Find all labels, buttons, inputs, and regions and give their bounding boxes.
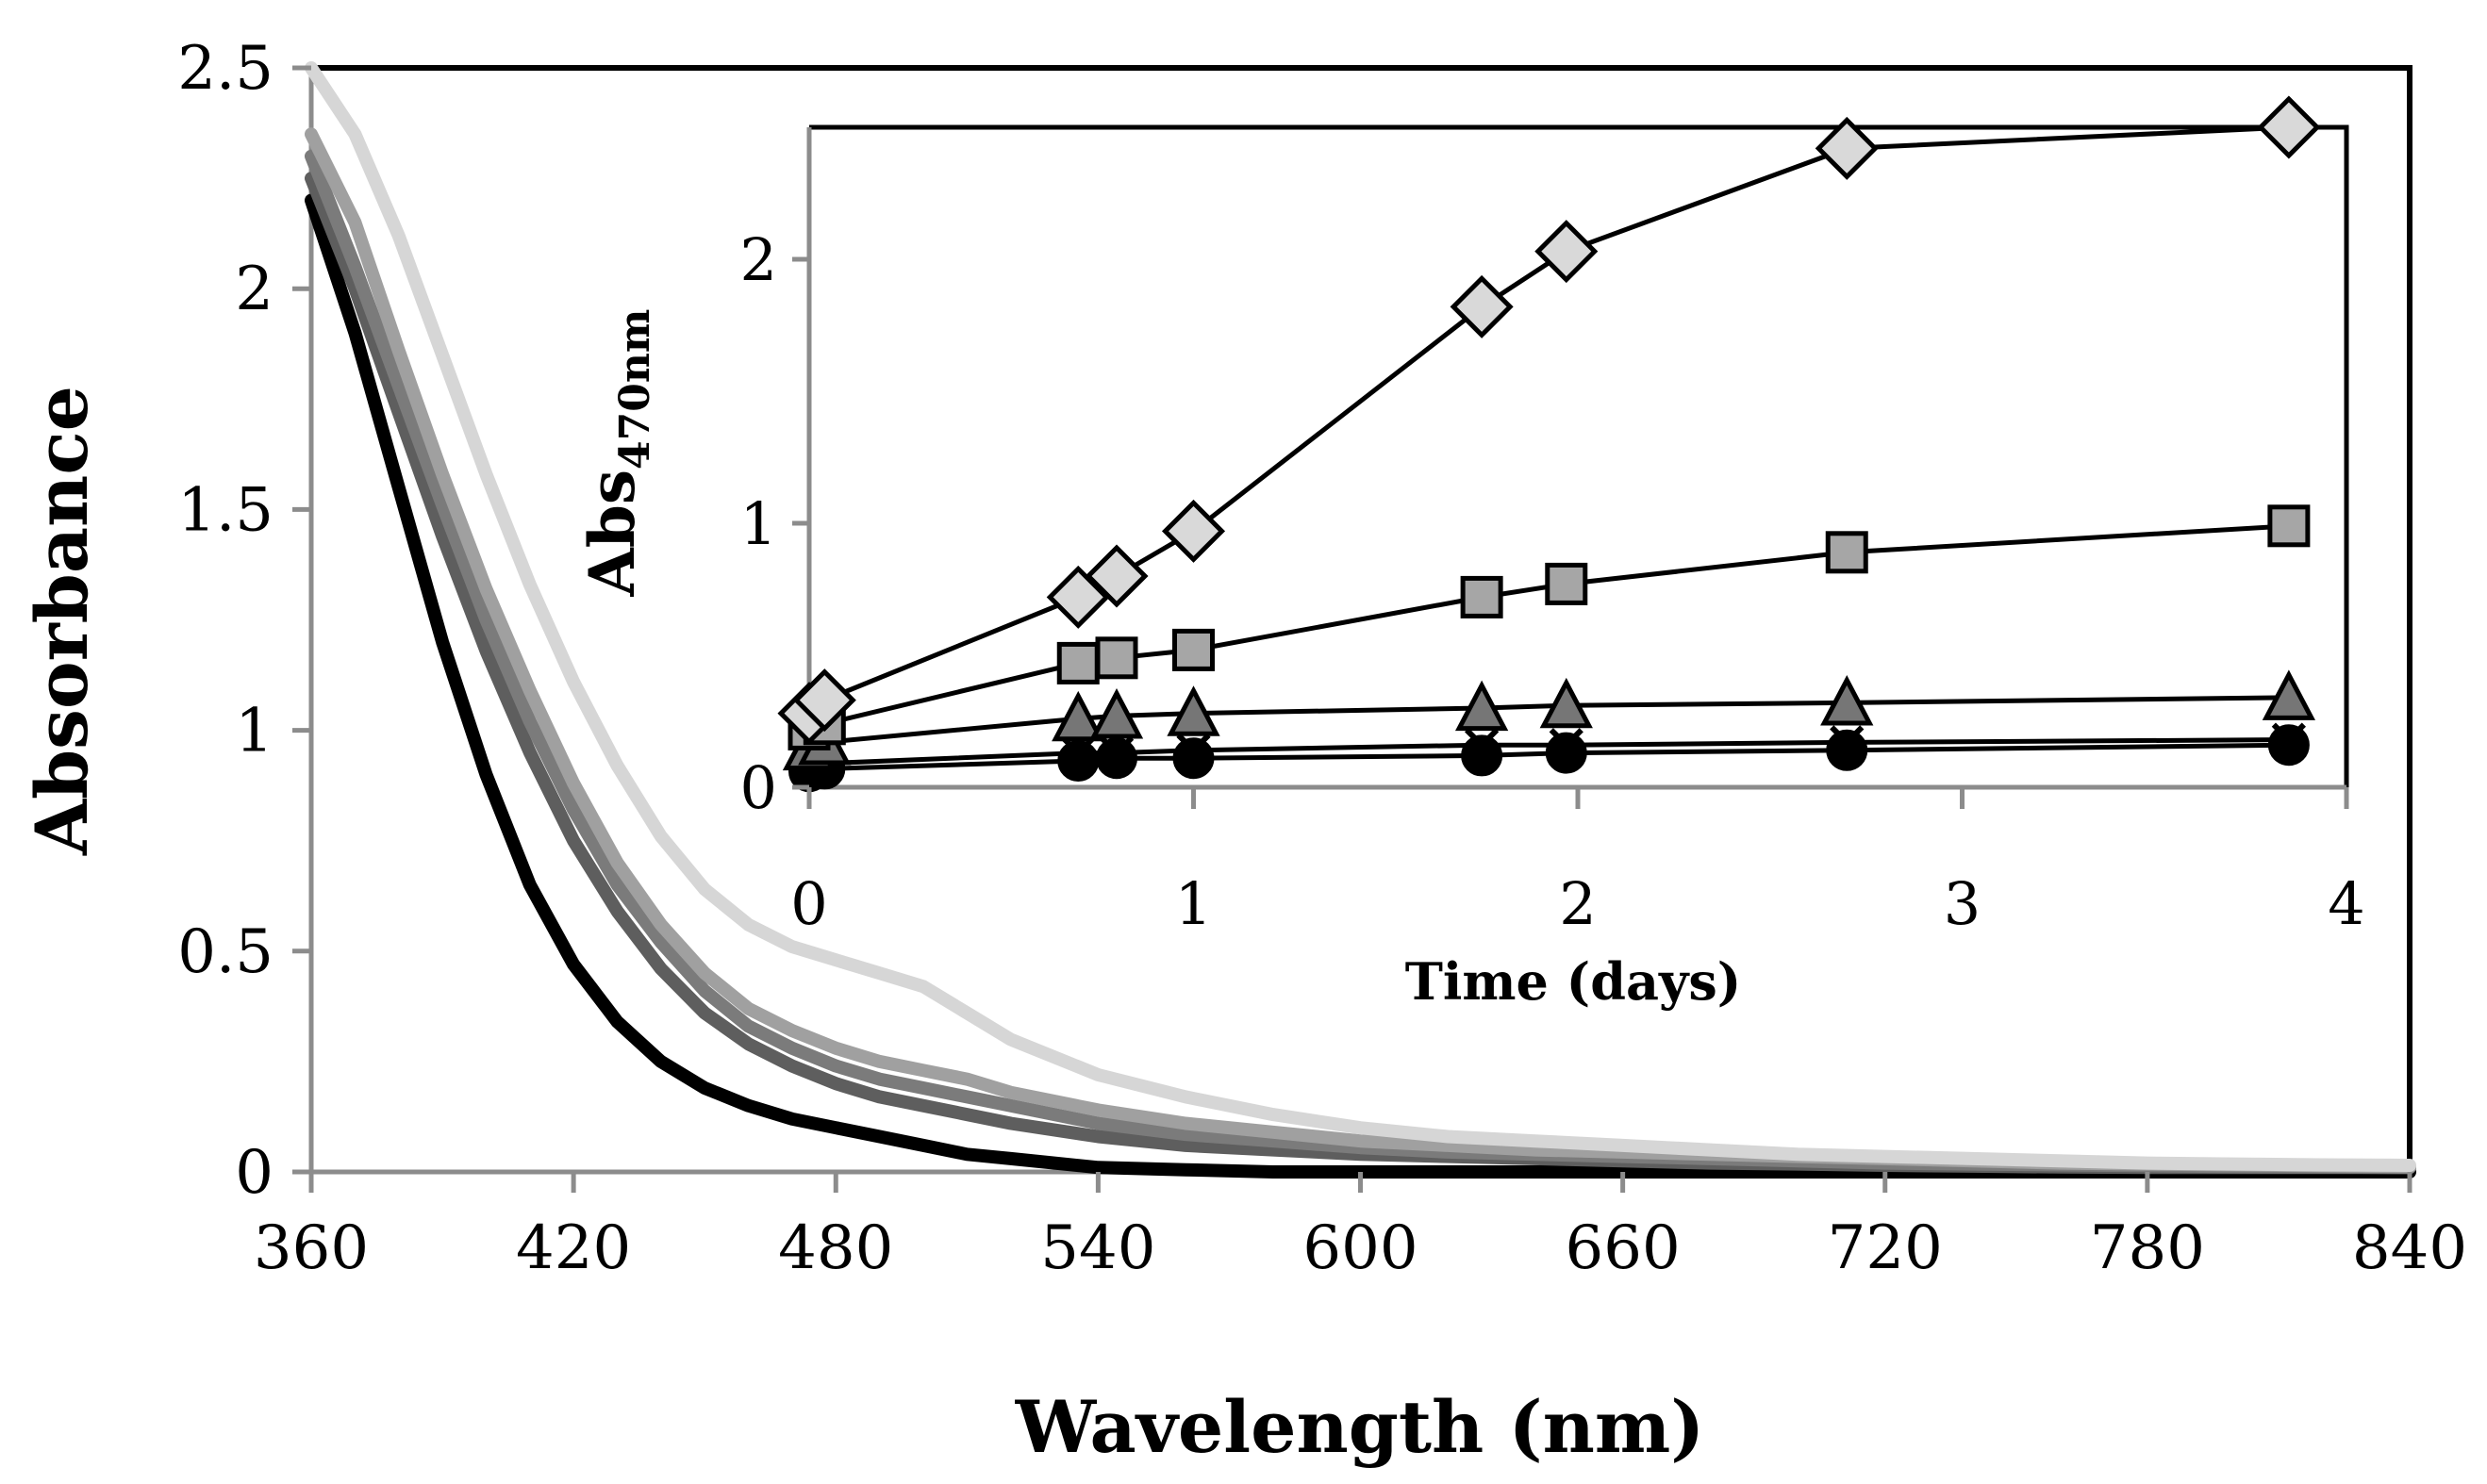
main-x-tick-label: 720 <box>1828 1213 1943 1283</box>
inset-marker-square <box>2267 504 2311 548</box>
main-y-tick-label: 0.5 <box>177 917 274 987</box>
inset-x-axis-title: Time (days) <box>1405 951 1742 1012</box>
inset-marker-diamond <box>2257 95 2321 159</box>
main-y-tick-label: 2 <box>235 255 274 324</box>
main-y-tick-label: 2.5 <box>177 34 274 104</box>
inset-marker-triangle <box>1089 688 1144 739</box>
inset-marker-triangle <box>1539 677 1593 729</box>
inset-x-tick-label: 2 <box>1559 869 1596 938</box>
inset-y-axis-title: Abs470nm <box>575 309 659 598</box>
main-y-tick-label: 1.5 <box>177 475 274 545</box>
main-x-ticks: 360 420 480 540 600 660 720 780 840 <box>254 1172 2467 1283</box>
inset-plot: 0 1 2 0 1 2 3 4 <box>740 95 2365 938</box>
inset-y-axis-title-sub: 470nm <box>611 309 659 470</box>
inset-marker-circle <box>1461 734 1503 777</box>
inset-marker-cross <box>1465 728 1500 763</box>
inset-marker-triangle <box>1454 680 1509 732</box>
inset-marker-square <box>1825 531 1868 574</box>
inset-marker-cross <box>1099 735 1135 770</box>
inset-marker-cross <box>1061 735 1096 770</box>
inset-marker-square <box>1056 641 1100 684</box>
inset-y-tick-label: 0 <box>740 753 777 822</box>
main-plot-frame <box>311 65 2412 1172</box>
inset-marker-circle <box>1172 737 1215 780</box>
main-x-axis-title: Wavelength (nm) <box>1015 1385 1705 1469</box>
main-y-tick-label: 1 <box>235 697 274 767</box>
inset-marker-square <box>1460 575 1503 618</box>
inset-plot-frame <box>809 124 2349 787</box>
inset-marker-circle <box>2267 724 2310 767</box>
main-x-tick-label: 420 <box>516 1213 631 1283</box>
inset-marker-square <box>1095 636 1138 680</box>
inset-marker-diamond <box>1161 499 1226 563</box>
main-x-tick-label: 360 <box>254 1213 369 1283</box>
inset-marker-triangle <box>1820 675 1874 726</box>
inset-marker-circle <box>1096 737 1137 780</box>
inset-x-tick-label: 1 <box>1175 869 1212 938</box>
inset-marker-cross <box>1830 725 1865 760</box>
inset-x-tick-label: 4 <box>2328 869 2364 938</box>
main-x-tick-label: 660 <box>1566 1213 1681 1283</box>
inset-marker-triangle <box>2262 669 2316 720</box>
inset-y-tick-label: 2 <box>740 225 777 294</box>
inset-plot-background <box>809 127 2346 787</box>
inset-x-tick-label: 0 <box>790 869 827 938</box>
main-y-axis-title: Absorbance <box>20 386 104 856</box>
inset-marker-circle <box>1545 732 1587 774</box>
inset-x-tick-label: 3 <box>1944 869 1981 938</box>
main-y-ticks: 0 0.5 1 1.5 2 2.5 <box>177 34 311 1208</box>
inset-marker-square <box>1172 628 1215 671</box>
main-line-spectrum-5 <box>305 61 2416 1172</box>
main-plot: 00.511.522.5 360 420 480 540 600 660 720 780 840 <box>177 34 2467 1283</box>
main-y-tick-label: 0 <box>235 1138 274 1208</box>
inset-marker-cross <box>2271 722 2307 757</box>
inset-marker-circle <box>1826 729 1868 771</box>
inset-marker-diamond <box>1450 274 1514 338</box>
inset-marker-cross <box>1176 733 1211 767</box>
inset-marker-triangle <box>1052 690 1105 742</box>
main-series-group <box>305 61 2416 1179</box>
main-x-tick-label: 540 <box>1040 1213 1155 1283</box>
inset-x-ticks: 0 1 2 3 4 <box>790 787 2365 938</box>
inset-marker-diamond <box>1534 220 1599 284</box>
inset-y-tick-label: 1 <box>740 489 777 558</box>
inset-marker-circle <box>1057 740 1100 782</box>
main-x-tick-label: 480 <box>778 1213 893 1283</box>
inset-y-axis-title-main: Abs <box>575 470 649 598</box>
inset-marker-diamond <box>1085 544 1149 608</box>
inset-y-ticks: 0 1 2 <box>740 225 809 822</box>
inset-marker-square <box>1545 562 1588 605</box>
inset-marker-diamond <box>792 668 856 733</box>
inset-series-group <box>777 95 2321 793</box>
main-x-tick-label: 840 <box>2352 1213 2467 1283</box>
main-x-tick-label: 780 <box>2090 1213 2205 1283</box>
inset-marker-diamond <box>1815 116 1879 180</box>
inset-marker-cross <box>1549 728 1583 763</box>
inset-marker-triangle <box>1167 685 1220 736</box>
main-x-tick-label: 600 <box>1302 1213 1418 1283</box>
